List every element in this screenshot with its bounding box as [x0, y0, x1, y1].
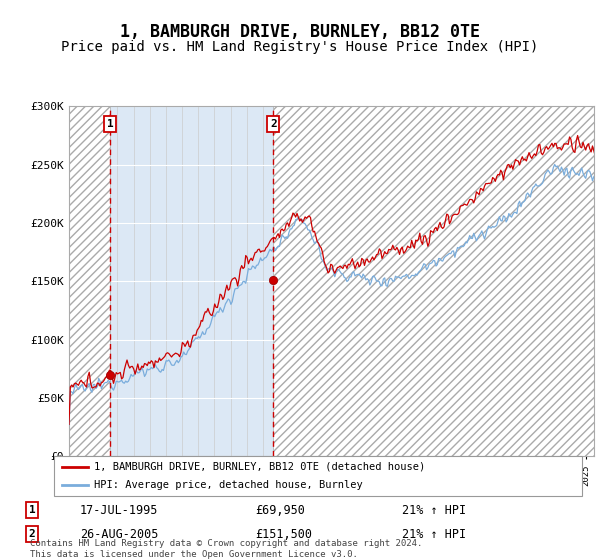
Bar [110, 106, 274, 456]
Text: 21% ↑ HPI: 21% ↑ HPI [401, 503, 466, 517]
Text: 1, BAMBURGH DRIVE, BURNLEY, BB12 0TE: 1, BAMBURGH DRIVE, BURNLEY, BB12 0TE [120, 24, 480, 41]
Text: 1: 1 [107, 119, 113, 129]
Text: 21% ↑ HPI: 21% ↑ HPI [401, 528, 466, 540]
Bar [69, 106, 110, 456]
Text: 2: 2 [270, 119, 277, 129]
Bar [274, 106, 594, 456]
Text: Contains HM Land Registry data © Crown copyright and database right 2024.
This d: Contains HM Land Registry data © Crown c… [30, 539, 422, 559]
Text: Price paid vs. HM Land Registry's House Price Index (HPI): Price paid vs. HM Land Registry's House … [61, 40, 539, 54]
Text: £69,950: £69,950 [255, 503, 305, 517]
FancyBboxPatch shape [54, 456, 582, 496]
Text: 17-JUL-1995: 17-JUL-1995 [80, 503, 158, 517]
Text: HPI: Average price, detached house, Burnley: HPI: Average price, detached house, Burn… [94, 480, 362, 490]
Text: £151,500: £151,500 [255, 528, 312, 540]
Text: 1, BAMBURGH DRIVE, BURNLEY, BB12 0TE (detached house): 1, BAMBURGH DRIVE, BURNLEY, BB12 0TE (de… [94, 462, 425, 472]
Text: 26-AUG-2005: 26-AUG-2005 [80, 528, 158, 540]
Text: 2: 2 [29, 529, 35, 539]
Text: 1: 1 [29, 505, 35, 515]
